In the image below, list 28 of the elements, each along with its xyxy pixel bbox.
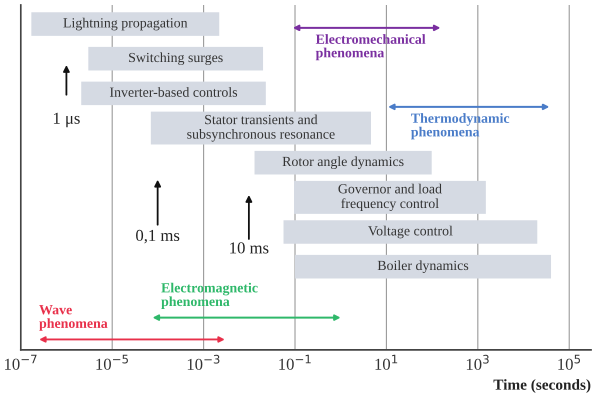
- bar: [31, 12, 220, 36]
- y-tick-label: Stator transients and subsynchronous resonance: [187, 114, 335, 142]
- annotation: 1 μs: [54, 112, 80, 128]
- y-tick-label: Boiler dynamics: [378, 260, 468, 273]
- x-tick-label: 10$^{1}$: [375, 354, 398, 370]
- bar: [88, 46, 264, 70]
- y-tick-label: Rotor angle dynamics: [282, 156, 404, 170]
- y-tick-label: Lightning propagation: [63, 18, 188, 30]
- x-axis-title: Time (seconds): [494, 379, 590, 393]
- x-tick-label: 10$^{5}$: [558, 354, 580, 370]
- x-tick-label: 10$^{−3}$: [188, 354, 220, 370]
- x-tick-label: 10$^{−7}$: [5, 354, 37, 370]
- bar: [295, 254, 552, 278]
- annotation: Electromechanical phenomena: [316, 34, 426, 60]
- x-tick-label: 10$^{−1}$: [279, 354, 311, 370]
- y-tick-label: Voltage control: [368, 226, 453, 238]
- bar: [81, 82, 266, 106]
- bar: [254, 150, 432, 174]
- bar: [284, 220, 538, 244]
- y-tick-label: Inverter-based controls: [110, 87, 238, 97]
- x-tick-label: 10$^{3}$: [466, 354, 489, 370]
- y-tick-label: Switching surges: [129, 52, 223, 66]
- text: Wave phenomena: [39, 305, 108, 331]
- annotation: 0,1 ms: [136, 230, 180, 244]
- x-tick-label: 10$^{−5}$: [96, 354, 128, 370]
- y-tick-label: Governor and load frequency control: [338, 184, 442, 212]
- text: Electromagnetic phenomena: [161, 282, 258, 309]
- annotation: 10 ms: [230, 242, 268, 254]
